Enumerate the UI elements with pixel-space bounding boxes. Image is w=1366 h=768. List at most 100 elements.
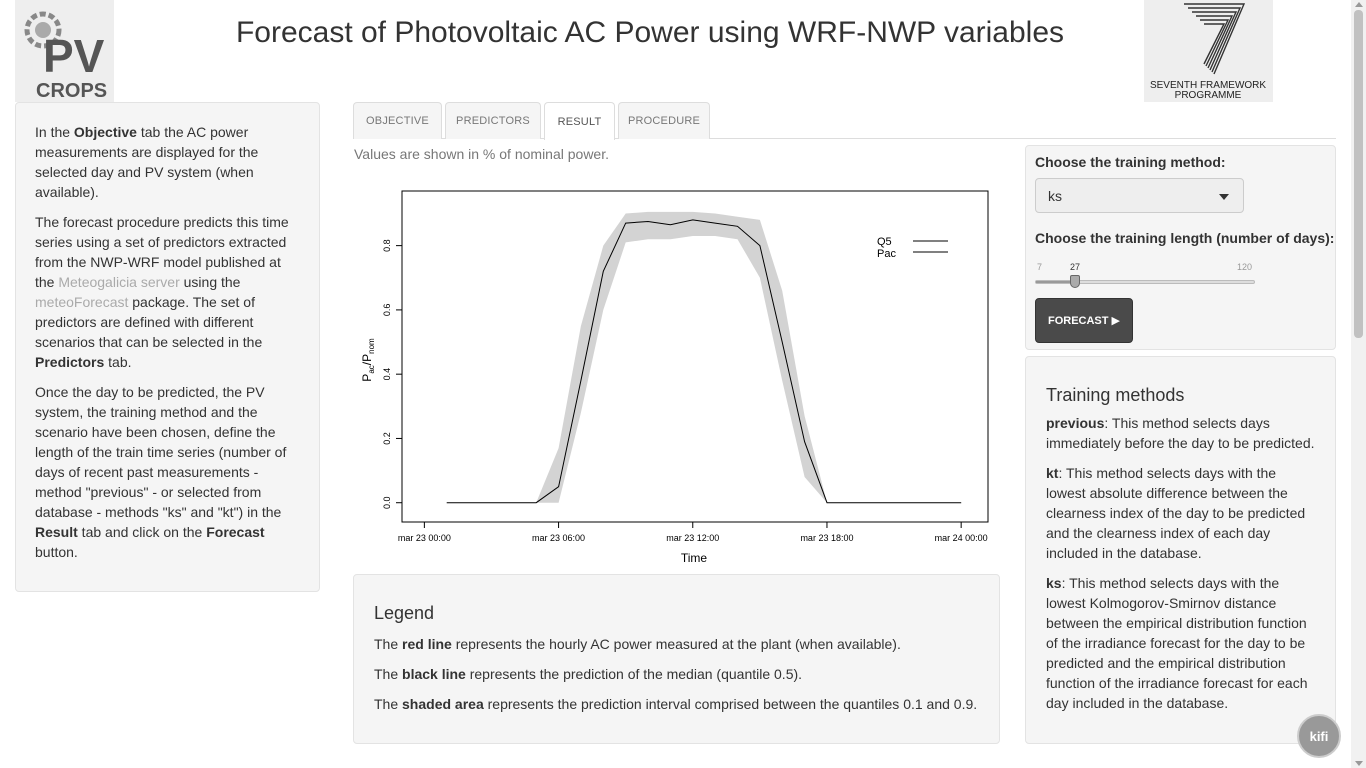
scrollbar-thumb[interactable] (1354, 10, 1363, 338)
prediction-interval-band (446, 211, 962, 503)
pv-crops-logo-graphic: PV CROPS (24, 11, 107, 102)
page-scrollbar[interactable] (1351, 0, 1366, 768)
y-label-main: P (360, 374, 374, 382)
objective-term: Objective (73, 124, 137, 140)
term: previous (1046, 415, 1105, 431)
y-label-sep: /P (360, 354, 374, 365)
median-line (446, 219, 962, 504)
legend-red-line: The red line represents the hourly AC po… (374, 634, 979, 654)
text: using the (179, 274, 241, 290)
forecast-button[interactable]: Forecast ▶ (1035, 298, 1133, 343)
term: black line (402, 666, 466, 682)
tab-predictors[interactable]: Predictors (445, 102, 541, 139)
meteogalicia-link[interactable]: Meteogalicia server (58, 274, 180, 290)
text: tab the AC power measurements are displa… (35, 124, 259, 200)
seventh-framework-logo: SEVENTH FRAMEWORK PROGRAMME (1144, 0, 1273, 102)
pv-crops-logo: PV CROPS (15, 0, 114, 102)
text: represents the prediction of the median … (465, 666, 803, 682)
y-tick-label: 0.0 (382, 496, 392, 509)
training-length-label: Choose the training length (number of da… (1035, 230, 1335, 246)
text: tab. (104, 354, 132, 370)
x-axis-label: Time (681, 551, 708, 565)
values-note: Values are shown in % of nominal power. (354, 146, 609, 162)
training-method-label: Choose the training method: (1035, 154, 1226, 170)
x-tick-label: mar 23 18:00 (800, 533, 853, 543)
legend-shaded-area: The shaded area represents the predictio… (374, 694, 979, 714)
slider-min-label: 7 (1037, 262, 1043, 272)
plot-frame (401, 190, 989, 523)
tab-procedure[interactable]: Procedure (618, 102, 710, 139)
term: kt (1046, 465, 1059, 481)
page-title: Forecast of Photovoltaic AC Power using … (235, 16, 1065, 49)
sidebar-paragraph-2: The forecast procedure predicts this tim… (35, 212, 300, 372)
chart-legend: Q5 Pac (877, 236, 948, 260)
controls-panel: Choose the training method: ks Choose th… (1025, 145, 1336, 350)
x-tick-label: mar 23 00:00 (398, 533, 451, 543)
term: ks (1046, 575, 1062, 591)
result-term: Result (35, 524, 78, 540)
slider-fill (1036, 281, 1075, 283)
x-tick-label: mar 23 06:00 (532, 533, 585, 543)
sidebar-paragraph-3: Once the day to be predicted, the PV sys… (35, 382, 300, 562)
text: button. (35, 544, 78, 560)
text: : This method selects days immediately b… (1046, 415, 1315, 451)
y-tick-label: 0.2 (382, 432, 392, 445)
slider-handle[interactable] (1069, 275, 1080, 288)
y-tick-label: 0.8 (382, 239, 392, 252)
chevron-down-icon (1219, 194, 1229, 200)
term: shaded area (402, 696, 484, 712)
forecast-term: Forecast (206, 524, 265, 540)
fp7-text-2: PROGRAMME (1175, 90, 1242, 101)
training-length-slider[interactable] (1035, 275, 1255, 288)
slider-value-label: 27 (1069, 262, 1080, 272)
text: : This method selects days with the lowe… (1046, 575, 1308, 711)
text: : This method selects days with the lowe… (1046, 465, 1306, 561)
training-methods-panel: Training methods previous: This method s… (1025, 356, 1336, 744)
fp7-text-1: SEVENTH FRAMEWORK (1150, 80, 1266, 91)
text: represents the prediction interval compr… (483, 696, 978, 712)
forecast-chart: mar 23 00:00 mar 23 06:00 mar 23 12:00 mar … (353, 170, 1001, 570)
meteoforecast-link[interactable]: meteoForecast (35, 294, 129, 310)
method-previous: previous: This method selects days immed… (1046, 413, 1315, 453)
pv-logo-mark: PV (43, 30, 105, 82)
text: package. The set of predictors are defin… (35, 294, 263, 350)
tab-result[interactable]: Result (544, 102, 615, 140)
y-tick-label: 0.6 (382, 304, 392, 317)
fp7-logo-graphic: SEVENTH FRAMEWORK PROGRAMME (1150, 3, 1266, 101)
term: red line (402, 636, 452, 652)
text: Once the day to be predicted, the PV sys… (35, 384, 287, 520)
forecast-chart-svg: mar 23 00:00 mar 23 06:00 mar 23 12:00 mar … (360, 190, 989, 565)
y-label-sub-ac: ac (367, 365, 376, 373)
text: The (374, 666, 403, 682)
training-method-select[interactable]: ks (1035, 178, 1244, 213)
legend-title: Legend (374, 603, 435, 623)
sidebar-panel: In the Objective tab the AC power measur… (15, 102, 320, 592)
method-kt: kt: This method selects days with the lo… (1046, 463, 1315, 563)
legend-black-line: The black line represents the prediction… (374, 664, 979, 684)
y-axis-label: Pac/Pnom (360, 338, 376, 382)
y-label-sub-nom: nom (367, 338, 376, 354)
scroll-up-arrow-icon[interactable] (1355, 2, 1363, 7)
kifi-button[interactable]: kifi (1297, 714, 1341, 758)
slider-max-label: 120 (1237, 262, 1253, 272)
text: represents the hourly AC power measured … (451, 636, 901, 652)
scroll-down-arrow-icon[interactable] (1355, 761, 1363, 766)
x-tick-label: mar 24 00:00 (935, 533, 988, 543)
training-methods-title: Training methods (1046, 385, 1185, 405)
sidebar-paragraph-1: In the Objective tab the AC power measur… (35, 122, 300, 202)
crops-logo-text: CROPS (36, 80, 107, 102)
method-ks: ks: This method selects days with the lo… (1046, 573, 1315, 713)
legend-entry-q5: Q5 (877, 236, 892, 248)
text: The (374, 696, 403, 712)
tab-bar: Objective Predictors Result Procedure (353, 102, 1336, 140)
predictors-term: Predictors (35, 354, 105, 370)
tab-objective[interactable]: Objective (353, 102, 442, 139)
text: tab and click on the (77, 524, 207, 540)
training-method-value: ks (1048, 187, 1062, 204)
legend-panel: Legend The red line represents the hourl… (353, 574, 1000, 744)
text: The forecast procedure predicts this tim… (35, 214, 289, 290)
legend-entry-pac: Pac (877, 248, 896, 260)
text: The (374, 636, 403, 652)
text: In the (35, 124, 74, 140)
x-tick-label: mar 23 12:00 (666, 533, 719, 543)
